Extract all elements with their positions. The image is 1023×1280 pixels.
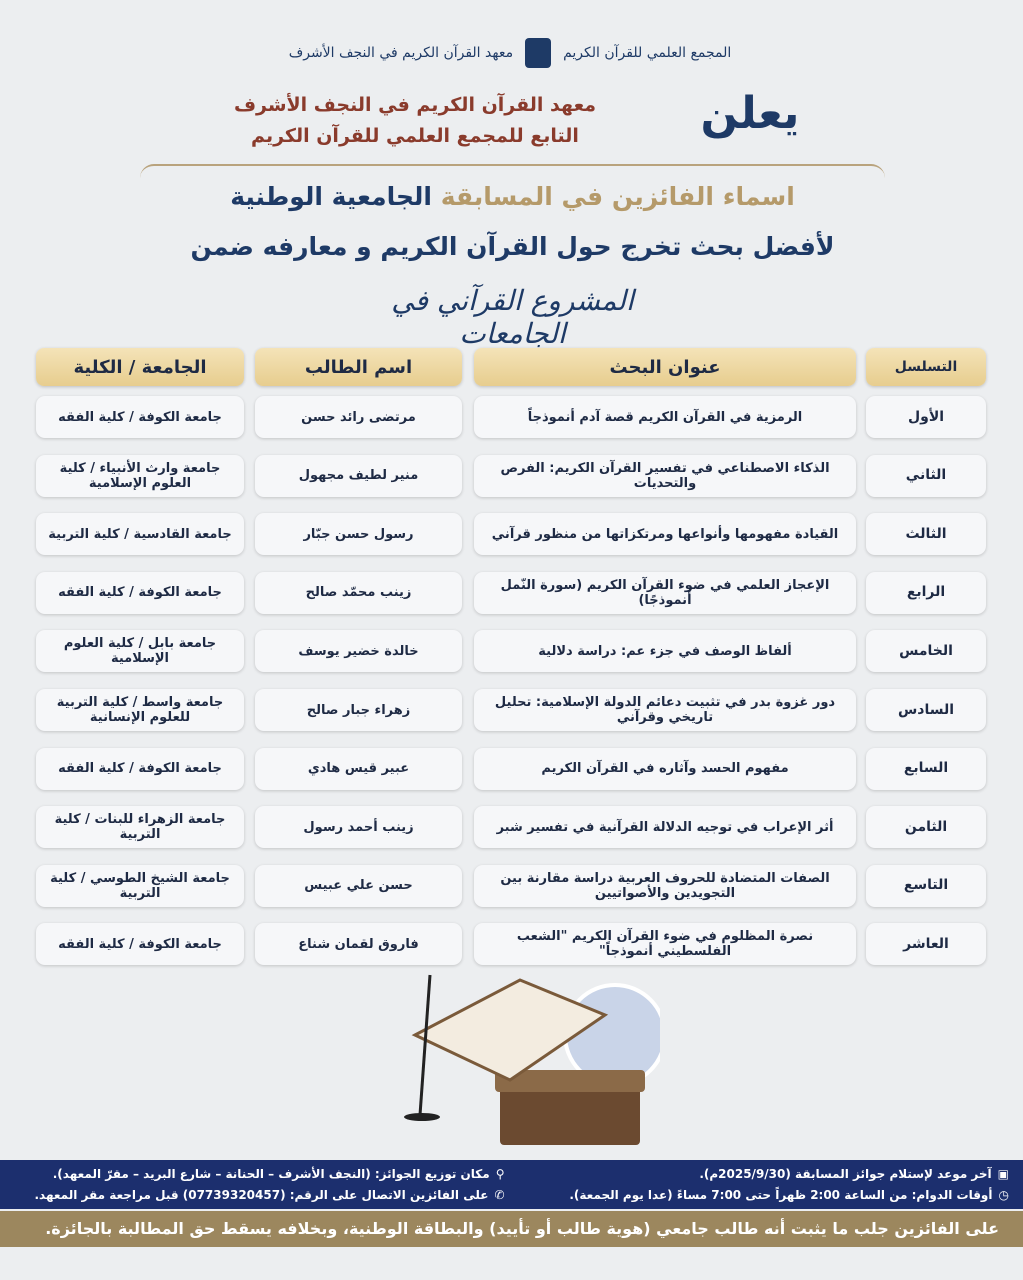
cell-student-name: رسول حسن جبّار	[255, 513, 462, 556]
cell-research-title: دور غزوة بدر في تثبيت دعائم الدولة الإسل…	[474, 689, 856, 731]
phone-item: ✆ على الفائزين الاتصال على الرقم: (077393…	[14, 1186, 505, 1204]
hours-text: أوقات الدوام: من الساعة 2:00 ظهراً حتى 7…	[569, 1188, 993, 1202]
cell-sequence: الثامن	[866, 806, 986, 849]
cell-student-name: زينب أحمد رسول	[255, 806, 462, 849]
cell-research-title: نصرة المظلوم في ضوء القرآن الكريم "الشعب…	[474, 923, 856, 966]
divider	[140, 164, 885, 184]
cell-university-college: جامعة الكوفة / كلية الفقه	[36, 747, 244, 790]
title-part-1: اسماء الفائزين في المسابقة	[440, 182, 795, 211]
project-calligraphy: المشروع القرآني في الجامعات	[391, 284, 634, 350]
phone-icon: ✆	[494, 1188, 505, 1202]
subtitle: لأفضل بحث تخرج حول القرآن الكريم و معارف…	[190, 232, 835, 261]
location-pin-icon: ⚲	[495, 1167, 505, 1181]
cell-sequence: السابع	[866, 747, 986, 790]
footer: ▣ آخر موعد لإستلام جوائز المسابقة (2025/9…	[0, 1160, 1023, 1247]
institute-line-2: التابع للمجمع العلمي للقرآن الكريم	[251, 125, 579, 147]
cell-research-title: الذكاء الاصطناعي في تفسير القرآن الكريم:…	[474, 454, 856, 497]
cell-student-name: خالدة خضير يوسف	[255, 630, 462, 673]
cell-university-college: جامعة بابل / كلية العلوم الإسلامية	[36, 630, 244, 673]
hours-item: ◷ أوقات الدوام: من الساعة 2:00 ظهراً حتى …	[519, 1186, 1009, 1204]
title-block: اسماء الفائزين في المسابقة الجامعية الوط…	[140, 172, 885, 272]
calendar-icon: ▣	[997, 1167, 1009, 1181]
phone-text: على الفائزين الاتصال على الرقم: (0773932…	[34, 1188, 489, 1202]
cell-university-college: جامعة واسط / كلية التربية للعلوم الإنسان…	[36, 689, 244, 731]
cell-student-name: فاروق لقمان شناع	[255, 923, 462, 966]
title-part-2: الجامعية الوطنية	[230, 182, 432, 211]
column-header-sequence: التسلسل	[866, 348, 986, 386]
cell-sequence: الخامس	[866, 630, 986, 673]
cell-university-college: جامعة وارث الأنبياء / كلية العلوم الإسلا…	[36, 454, 244, 497]
cell-research-title: الصفات المتضادة للحروف العربية دراسة مقا…	[474, 864, 856, 907]
cell-research-title: القيادة مفهومها وأنواعها ومرتكزاتها من م…	[474, 513, 856, 556]
cell-university-college: جامعة الشيخ الطوسي / كلية التربية	[36, 864, 244, 907]
institute-lines: معهد القرآن الكريم في النجف الأشرف التاب…	[150, 90, 680, 152]
location-item: ⚲ مكان توزيع الجوائز: (النجف الأشرف – الح…	[14, 1165, 505, 1183]
institute-line-1: معهد القرآن الكريم في النجف الأشرف	[233, 94, 597, 116]
logo-right-text: معهد القرآن الكريم في النجف الأشرف	[288, 45, 514, 61]
cell-student-name: مرتضى رائد حسن	[255, 396, 462, 438]
main-title: اسماء الفائزين في المسابقة الجامعية الوط…	[140, 172, 885, 222]
cell-research-title: ألفاظ الوصف في جزء عم: دراسة دلالية	[474, 630, 856, 673]
cell-research-title: الإعجاز العلمي في ضوء القرآن الكريم (سور…	[474, 571, 856, 614]
column-header-university-college: الجامعة / الكلية	[36, 348, 244, 386]
cell-student-name: زهراء جبار صالح	[255, 689, 462, 731]
logo-left-text: المجمع العلمي للقرآن الكريم	[563, 45, 732, 61]
cell-student-name: منير لطيف مجهول	[255, 454, 462, 497]
column-header-research-title: عنوان البحث	[474, 348, 856, 386]
deadline-item: ▣ آخر موعد لإستلام جوائز المسابقة (2025/9…	[519, 1165, 1009, 1183]
cell-sequence: الثاني	[866, 454, 986, 497]
cell-research-title: الرمزية في القرآن الكريم قصة آدم أنموذجا…	[474, 396, 856, 438]
deadline-text: آخر موعد لإستلام جوائز المسابقة (2025/9/…	[699, 1167, 992, 1181]
info-banner: ▣ آخر موعد لإستلام جوائز المسابقة (2025/9…	[0, 1160, 1023, 1209]
cell-student-name: عبير قيس هادي	[255, 747, 462, 790]
cell-research-title: مفهوم الحسد وآثاره في القرآن الكريم	[474, 747, 856, 790]
cell-student-name: حسن علي عبيس	[255, 864, 462, 907]
institute-emblem-icon	[525, 38, 552, 68]
notice-banner: على الفائزين جلب ما يثبت أنه طالب جامعي …	[0, 1211, 1023, 1247]
announces-heading: يعلن	[700, 88, 800, 139]
cell-sequence: الرابع	[866, 571, 986, 614]
quran-books-illustration	[404, 974, 660, 1145]
cell-university-college: جامعة الكوفة / كلية الفقه	[36, 571, 244, 614]
cell-student-name: زينب محمّد صالح	[255, 571, 462, 614]
column-header-student-name: اسم الطالب	[255, 348, 462, 386]
cell-university-college: جامعة القادسية / كلية التربية	[36, 513, 244, 556]
logo-header: المجمع العلمي للقرآن الكريم معهد القرآن …	[240, 38, 780, 68]
cell-university-college: جامعة الكوفة / كلية الفقه	[36, 923, 244, 966]
cell-sequence: العاشر	[866, 923, 986, 966]
cell-university-college: جامعة الكوفة / كلية الفقه	[36, 396, 244, 438]
cell-sequence: السادس	[866, 689, 986, 731]
cell-university-college: جامعة الزهراء للبنات / كلية التربية	[36, 806, 244, 849]
cell-sequence: الثالث	[866, 513, 986, 556]
cell-sequence: الأول	[866, 396, 986, 438]
location-text: مكان توزيع الجوائز: (النجف الأشرف – الحن…	[52, 1167, 490, 1181]
clock-icon: ◷	[998, 1188, 1009, 1202]
cell-research-title: أثر الإعراب في توجيه الدلالة القرآنية في…	[474, 806, 856, 849]
cell-sequence: التاسع	[866, 864, 986, 907]
